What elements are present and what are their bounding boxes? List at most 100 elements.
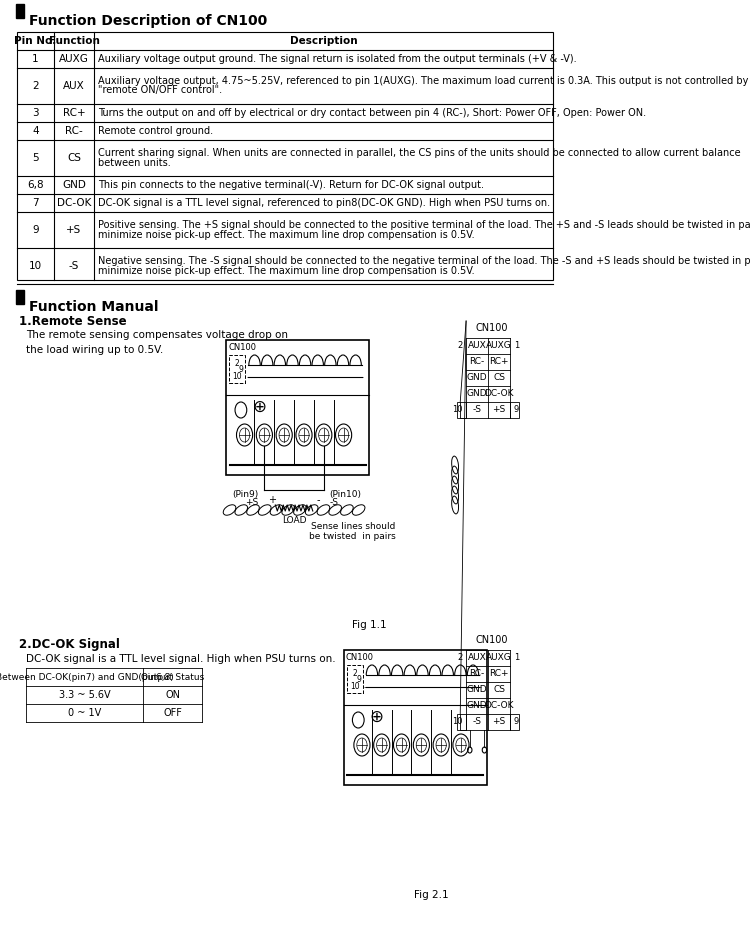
Text: Auxiliary voltage output ground. The signal return is isolated from the output t: Auxiliary voltage output ground. The sig… [98,54,577,64]
Text: -S: -S [472,718,482,726]
Text: AUXG: AUXG [59,54,89,64]
Bar [346,665,363,693]
Text: AUX: AUX [468,653,487,663]
Text: Description: Description [290,36,357,46]
Text: Pin No.: Pin No. [14,36,56,46]
Text: ⊕: ⊕ [252,398,266,416]
Text: DC-OK: DC-OK [57,198,92,208]
Text: The remote sensing compensates voltage drop on
the load wiring up to 0.5V.: The remote sensing compensates voltage d… [26,330,288,355]
Bar [344,650,487,785]
Text: This pin connects to the negative terminal(-V). Return for DC-OK signal output.: This pin connects to the negative termin… [98,180,484,190]
Text: CS: CS [67,153,81,163]
Text: GND: GND [466,373,488,383]
Text: 9: 9 [32,225,39,235]
Text: AUX: AUX [63,81,85,91]
Bar [16,290,25,304]
Text: 2: 2 [352,669,357,678]
Text: 10: 10 [29,261,42,271]
Text: "remote ON/OFF control".: "remote ON/OFF control". [98,86,222,95]
Text: CN100: CN100 [476,635,508,645]
Text: 2: 2 [458,341,463,351]
Text: 10: 10 [452,405,463,415]
Text: +S: +S [67,225,82,235]
Text: (Pin10): (Pin10) [330,490,362,499]
Text: LOAD: LOAD [282,516,306,525]
Text: 4: 4 [32,126,39,136]
Text: 2: 2 [32,81,39,91]
Bar [16,4,25,18]
Text: 10: 10 [452,718,463,726]
Text: 3.3 ~ 5.6V: 3.3 ~ 5.6V [58,690,110,700]
Bar [226,340,369,475]
Text: Negative sensing. The -S signal should be connected to the negative terminal of : Negative sensing. The -S signal should b… [98,256,750,267]
Text: 1: 1 [514,341,519,351]
Text: 10: 10 [232,372,242,381]
Text: minimize noise pick-up effect. The maximum line drop compensation is 0.5V.: minimize noise pick-up effect. The maxim… [98,266,475,275]
Text: (Pin9): (Pin9) [232,490,259,499]
Text: RC+: RC+ [489,357,508,367]
Text: -S: -S [472,405,482,415]
Text: Between DC-OK(pin7) and GND(pin6,8): Between DC-OK(pin7) and GND(pin6,8) [0,672,173,682]
Text: 2: 2 [235,359,239,368]
Text: CN100: CN100 [229,343,256,352]
Text: AUXG: AUXG [486,341,512,351]
Text: 10: 10 [350,682,359,691]
Text: between units.: between units. [98,157,170,168]
Text: GND: GND [466,686,488,694]
Text: -: - [316,495,320,505]
Text: -S: -S [330,498,339,507]
Text: 6,8: 6,8 [27,180,44,190]
Text: Positive sensing. The +S signal should be connected to the positive terminal of : Positive sensing. The +S signal should b… [98,221,750,230]
Text: DC-OK: DC-OK [484,389,514,399]
Text: DC-OK signal is a TTL level signal, referenced to pin8(DC-OK GND). High when PSU: DC-OK signal is a TTL level signal, refe… [98,198,550,208]
Text: CN100: CN100 [346,653,374,662]
Text: CS: CS [493,373,505,383]
Text: DC-OK: DC-OK [484,702,514,710]
Text: CN100: CN100 [476,323,508,333]
Text: Turns the output on and off by electrical or dry contact between pin 4 (RC-), Sh: Turns the output on and off by electrica… [98,108,646,118]
Text: RC+: RC+ [489,670,508,679]
Text: Fig 2.1: Fig 2.1 [414,890,449,900]
Text: 1: 1 [514,653,519,663]
Text: RC-: RC- [65,126,83,136]
Text: AUX: AUX [468,341,487,351]
Text: +S: +S [245,498,259,507]
Text: Sense lines should: Sense lines should [310,522,395,531]
Text: OFF: OFF [164,708,182,718]
Text: RC-: RC- [470,357,484,367]
Text: 9: 9 [239,365,244,373]
Text: GND: GND [466,702,488,710]
Text: Function Description of CN100: Function Description of CN100 [29,14,267,28]
Text: 9: 9 [514,718,519,726]
Text: minimize noise pick-up effect. The maximum line drop compensation is 0.5V.: minimize noise pick-up effect. The maxim… [98,229,475,240]
Text: 5: 5 [32,153,39,163]
Text: 1: 1 [32,54,39,64]
Text: +S: +S [493,718,506,726]
Text: be twisted  in pairs: be twisted in pairs [310,532,396,541]
Text: Fig 1.1: Fig 1.1 [352,620,386,630]
Text: GND: GND [466,389,488,399]
Text: GND: GND [62,180,86,190]
Text: Remote control ground.: Remote control ground. [98,126,213,136]
Text: 9: 9 [514,405,519,415]
Text: +: + [268,495,276,505]
Text: ON: ON [165,690,180,700]
Text: ⊕: ⊕ [370,708,383,726]
Text: 7: 7 [32,198,39,208]
Text: 2.DC-OK Signal: 2.DC-OK Signal [19,638,119,651]
Bar [17,32,553,280]
Text: 1.Remote Sense: 1.Remote Sense [19,315,126,328]
Text: +S: +S [493,405,506,415]
Text: 2: 2 [458,653,463,663]
Text: DC-OK signal is a TTL level signal. High when PSU turns on.: DC-OK signal is a TTL level signal. High… [26,654,335,664]
Text: 0 ~ 1V: 0 ~ 1V [68,708,101,718]
Text: 3: 3 [32,108,39,118]
Text: Function Manual: Function Manual [29,300,158,314]
Text: AUXG: AUXG [486,653,512,663]
Bar [230,355,245,383]
Text: Current sharing signal. When units are connected in parallel, the CS pins of the: Current sharing signal. When units are c… [98,148,740,158]
Text: Auxiliary voltage output, 4.75~5.25V, referenced to pin 1(AUXG). The maximum loa: Auxiliary voltage output, 4.75~5.25V, re… [98,76,750,87]
Text: RC+: RC+ [63,108,86,118]
Text: Function: Function [49,36,100,46]
Text: 9: 9 [356,674,362,684]
